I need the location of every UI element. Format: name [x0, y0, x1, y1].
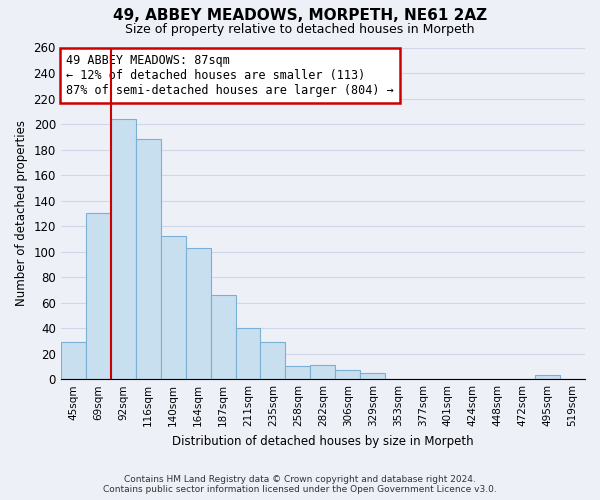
Text: 49 ABBEY MEADOWS: 87sqm
← 12% of detached houses are smaller (113)
87% of semi-d: 49 ABBEY MEADOWS: 87sqm ← 12% of detache… — [66, 54, 394, 97]
Bar — [185, 248, 211, 379]
Bar — [136, 140, 161, 379]
Bar — [61, 342, 86, 379]
Bar — [236, 328, 260, 379]
Bar — [310, 365, 335, 379]
Bar — [86, 214, 111, 379]
Bar — [535, 376, 560, 379]
Bar — [111, 119, 136, 379]
X-axis label: Distribution of detached houses by size in Morpeth: Distribution of detached houses by size … — [172, 434, 474, 448]
Text: Size of property relative to detached houses in Morpeth: Size of property relative to detached ho… — [125, 22, 475, 36]
Text: Contains HM Land Registry data © Crown copyright and database right 2024.
Contai: Contains HM Land Registry data © Crown c… — [103, 474, 497, 494]
Text: 49, ABBEY MEADOWS, MORPETH, NE61 2AZ: 49, ABBEY MEADOWS, MORPETH, NE61 2AZ — [113, 8, 487, 22]
Bar — [361, 373, 385, 379]
Bar — [161, 236, 185, 379]
Bar — [211, 295, 236, 379]
Bar — [335, 370, 361, 379]
Bar — [286, 366, 310, 379]
Bar — [260, 342, 286, 379]
Y-axis label: Number of detached properties: Number of detached properties — [15, 120, 28, 306]
